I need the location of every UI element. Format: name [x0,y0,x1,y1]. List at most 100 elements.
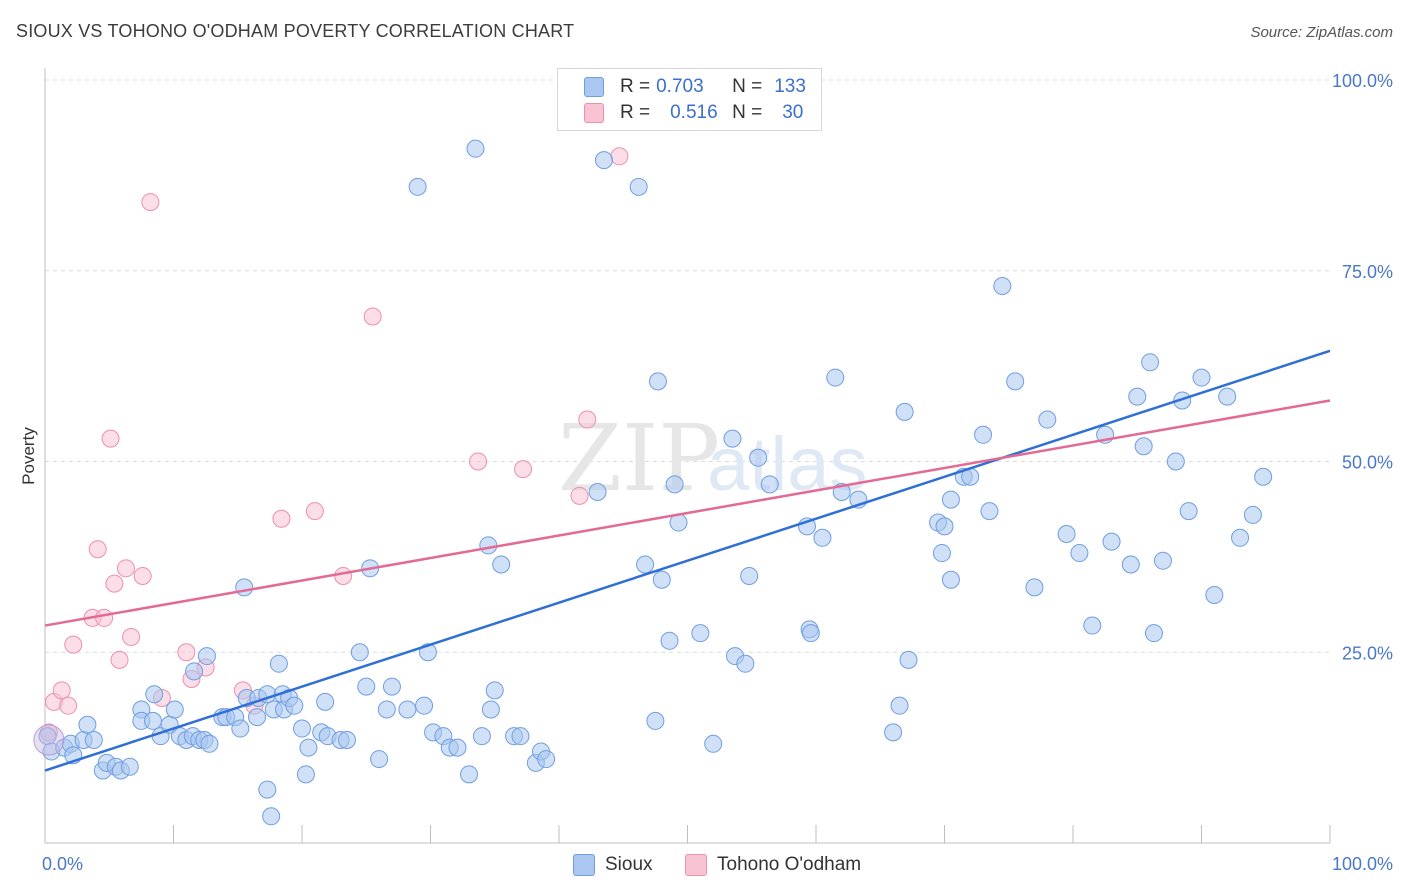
point-sioux [466,139,485,158]
point-tohono-o-odham [101,429,120,448]
point-sioux [660,631,679,650]
point-sioux [472,727,491,746]
point-sioux [941,490,960,509]
point-sioux [84,730,103,749]
point-tohono-o-odham [334,566,353,585]
point-sioux [974,425,993,444]
point-tohono-o-odham [64,635,83,654]
point-sioux [1231,528,1250,547]
point-sioux [337,730,356,749]
point-sioux [1173,391,1192,410]
point-sioux [1134,437,1153,456]
point-tohono-o-odham [469,452,488,471]
data-points [33,139,1273,826]
point-sioux [479,536,498,555]
point-sioux [316,692,335,711]
point-sioux [299,738,318,757]
point-sioux [993,277,1012,296]
point-sioux [646,711,665,730]
point-sioux [1243,505,1262,524]
point-sioux [448,738,467,757]
point-sioux [377,700,396,719]
point-sioux [588,483,607,502]
point-sioux [285,696,304,715]
source-attribution: Source: ZipAtlas.com [1250,24,1393,41]
point-sioux [1218,387,1237,406]
y-tick-label: 25.0% [1342,643,1393,663]
point-sioux [895,402,914,421]
legend-swatch-sioux [584,77,604,97]
legend-r-label: R = [620,102,651,123]
bottom-legend-swatch-tohono [685,854,707,876]
legend: R = 0.703 N = 133 R = 0.516 N = 30 [557,68,822,131]
point-sioux [293,719,311,738]
point-sioux [1025,578,1044,597]
point-sioux [231,719,250,738]
point-sioux [408,177,427,196]
point-tohono-o-odham [141,193,160,212]
y-tick-label: 100.0% [1332,71,1393,91]
point-sioux [813,528,832,547]
point-sioux [296,765,315,784]
point-sioux [723,429,742,448]
point-sioux [1102,532,1121,551]
point-sioux [648,372,667,391]
point-sioux [460,765,479,784]
point-tohono-o-odham [305,502,324,521]
point-sioux [1128,387,1147,406]
point-sioux [120,757,139,776]
point-sioux [511,727,530,746]
legend-n-value: 133 [774,76,806,97]
point-tohono-o-odham [363,307,382,326]
point-sioux [636,555,655,574]
point-sioux [269,654,288,673]
point-tohono-o-odham [578,410,597,429]
point-tohono-o-odham [177,643,196,662]
legend-r-value: 0.516 [670,102,718,123]
point-sioux [200,734,219,753]
point-sioux [1179,502,1198,521]
point-sioux [370,750,389,769]
point-sioux [165,700,184,719]
point-sioux [899,650,918,669]
legend-n-label: N = [732,102,763,123]
point-sioux [1153,551,1172,570]
tick-labels: 25.0% 50.0% 75.0% 100.0% 0.0% 100.0% [42,71,1393,874]
bottom-legend-swatch-sioux [573,854,595,876]
point-sioux [185,662,204,681]
point-sioux [1057,524,1076,543]
point-sioux [492,555,511,574]
point-tohono-o-odham [52,681,71,700]
point-sioux [537,750,556,769]
legend-r-value: 0.703 [656,76,704,97]
point-sioux [1254,467,1273,486]
point-sioux [652,570,671,589]
y-tick-label: 50.0% [1342,453,1393,473]
point-sioux [980,502,999,521]
legend-swatch-tohono [584,103,604,123]
bottom-legend-label-sioux: Sioux [605,854,653,875]
legend-row-tohono: R = 0.516 N = 30 [584,100,803,126]
point-sioux [1205,586,1224,605]
point-tohono-o-odham [133,566,152,585]
point-sioux [941,570,960,589]
point-tohono-o-odham [88,540,107,559]
point-sioux [1144,624,1163,643]
point-sioux [801,624,820,643]
legend-n-value: 30 [782,102,804,123]
point-sioux [594,151,613,170]
point-sioux [415,696,434,715]
point-sioux [1166,452,1185,471]
chart-title: SIOUX VS TOHONO O'ODHAM POVERTY CORRELAT… [16,21,575,41]
point-sioux [884,723,903,742]
point-tohono-o-odham [95,608,114,627]
trend-line-tohono-o-odham [44,399,1331,627]
point-tohono-o-odham [116,559,135,578]
point-sioux [262,807,281,826]
point-sioux [235,578,254,597]
point-sioux [629,177,648,196]
bottom-legend-label-tohono: Tohono O'odham [717,854,862,875]
trend-lines [44,349,1331,772]
point-sioux [736,654,755,673]
